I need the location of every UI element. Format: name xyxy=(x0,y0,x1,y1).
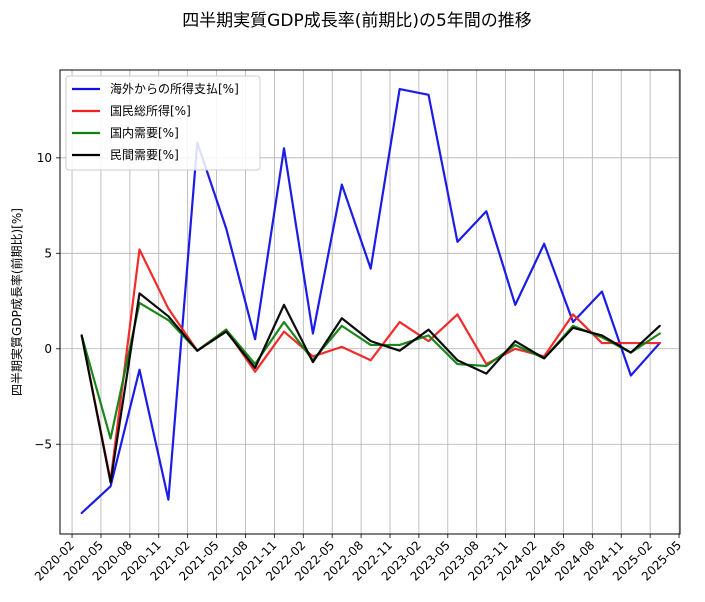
y-tick-label: −5 xyxy=(34,437,52,451)
y-tick-label: 5 xyxy=(44,246,52,260)
y-tick-label: 10 xyxy=(37,151,52,165)
chart-title: 四半期実質GDP成長率(前期比)の5年間の推移 xyxy=(182,11,532,31)
series-lines xyxy=(80,87,661,515)
legend-box xyxy=(65,75,261,171)
y-tick-label: 0 xyxy=(44,342,52,356)
series-line-private-demand xyxy=(80,292,661,484)
plot-frame xyxy=(59,69,681,535)
legend-label-overseas-income-payments: 海外からの所得支払[%] xyxy=(110,81,239,96)
y-axis-label: 四半期実質GDP成長率(前期比)[%] xyxy=(9,208,24,396)
series-line-overseas-income-payments xyxy=(80,87,661,515)
legend-label-gross-national-income: 国民総所得[%] xyxy=(110,103,191,118)
series-line-gross-national-income xyxy=(80,248,661,482)
legend-label-private-demand: 民間需要[%] xyxy=(110,148,179,162)
legend: 海外からの所得支払[%] 国民総所得[%] 国内需要[%] 民間需要[%] xyxy=(65,75,261,171)
legend-label-domestic-demand: 国内需要[%] xyxy=(110,126,179,140)
